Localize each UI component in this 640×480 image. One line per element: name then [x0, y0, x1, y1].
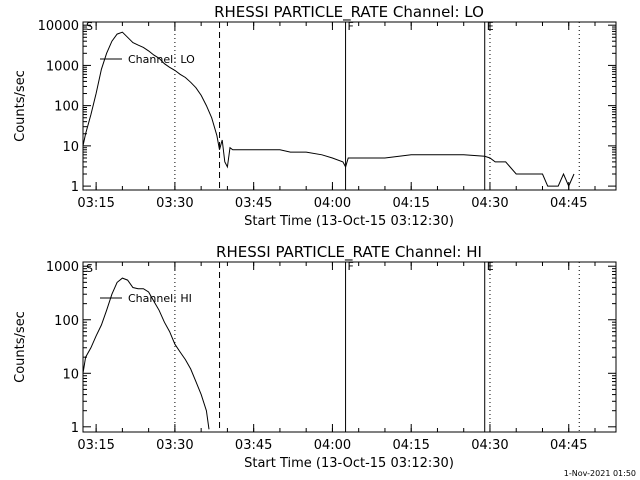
x-tick-label-6: 04:45: [550, 438, 587, 453]
y-tick-label-0: 1: [71, 421, 79, 436]
y-tick-label-4: 10000: [38, 19, 79, 34]
panel-lo: RHESSI PARTICLE_RATE Channel: LO FE 1101…: [13, 3, 617, 229]
y-tick-label-2: 100: [54, 314, 79, 329]
y-tick-label-2: 100: [54, 100, 79, 115]
x-tick-label-4: 04:15: [392, 196, 429, 211]
x-tick-label-1: 03:30: [156, 196, 193, 211]
footer-stamp: 1-Nov-2021 01:50: [564, 469, 636, 478]
x-tick-label-4: 04:15: [392, 438, 429, 453]
y-tick-label-0: 1: [71, 180, 79, 195]
legend-label-lo: Channel: LO: [128, 53, 195, 66]
series-line-hi: [82, 277, 210, 430]
x-tick-label-3: 04:00: [314, 196, 351, 211]
ylabel-lo: Counts/sec: [13, 70, 28, 142]
y-axis-hi: 1 10 100 1000: [46, 260, 616, 436]
panel-hi: RHESSI PARTICLE_RATE Channel: HI FE 1101…: [13, 243, 617, 471]
xlabel-lo: Start Time (13-Oct-15 03:12:30): [244, 214, 454, 229]
x-axis-lo: 03:15 03:30 03:45 04:00 04:15 04:30 04:45: [77, 22, 596, 211]
corner-label-hi: S: [86, 262, 93, 275]
x-tick-label-5: 04:30: [471, 438, 508, 453]
series-line-lo: [82, 31, 575, 188]
chart-title-lo: RHESSI PARTICLE_RATE Channel: LO: [214, 3, 484, 22]
corner-label-lo: S: [86, 20, 93, 33]
x-tick-label-1: 03:30: [156, 438, 193, 453]
y-tick-label-3: 1000: [46, 59, 79, 74]
legend-label-hi: Channel: HI: [128, 292, 192, 305]
y-tick-label-1: 10: [62, 367, 79, 382]
plot-frame-hi: [82, 261, 617, 433]
x-tick-label-2: 03:45: [235, 196, 272, 211]
event-markers-hi: FE: [174, 260, 580, 432]
x-tick-label-2: 03:45: [235, 438, 272, 453]
x-tick-label-3: 04:00: [314, 438, 351, 453]
x-axis-hi: 03:15 03:30 03:45 04:00 04:15 04:30 04:45: [77, 262, 596, 453]
y-tick-label-1: 10: [62, 140, 79, 155]
x-tick-label-0: 03:15: [77, 438, 114, 453]
plot-frame-lo: [82, 21, 617, 191]
event-marker-label-1: F: [348, 20, 354, 33]
y-tick-label-3: 1000: [46, 260, 79, 275]
ylabel-hi: Counts/sec: [13, 311, 28, 383]
x-tick-label-0: 03:15: [77, 196, 114, 211]
event-markers-lo: FE: [174, 20, 580, 190]
chart-title-hi: RHESSI PARTICLE_RATE Channel: HI: [216, 243, 482, 262]
x-tick-label-5: 04:30: [471, 196, 508, 211]
x-tick-label-6: 04:45: [550, 196, 587, 211]
y-axis-lo: 1 10 100 1000 10000: [38, 19, 616, 195]
event-marker-label-1: F: [348, 260, 354, 273]
xlabel-hi: Start Time (13-Oct-15 03:12:30): [244, 456, 454, 471]
